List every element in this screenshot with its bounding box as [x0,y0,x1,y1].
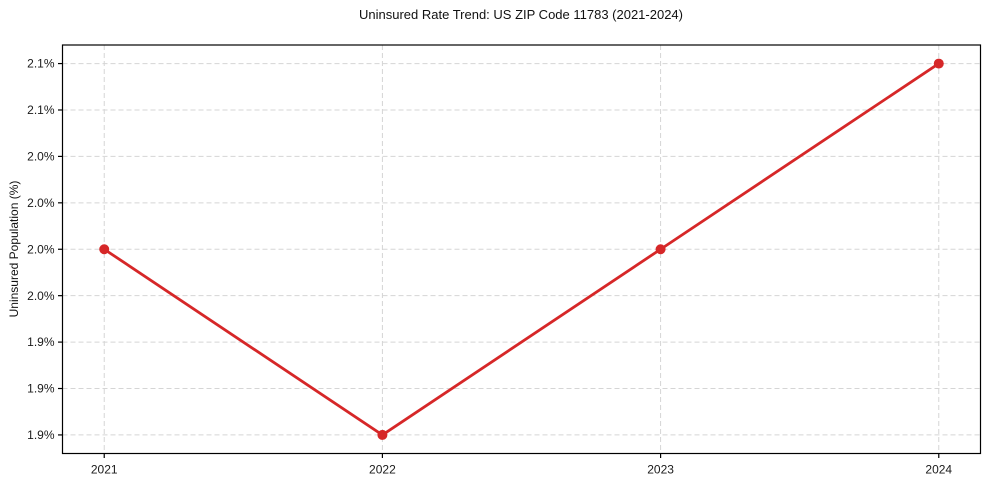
y-tick-label: 2.0% [27,149,55,163]
x-tick-label: 2024 [925,463,952,477]
y-tick-label: 2.1% [27,103,55,117]
trend-line [102,62,941,437]
y-tick-label: 1.9% [27,382,55,396]
data-point-2021 [99,244,110,255]
y-tick-label: 1.9% [27,335,55,349]
y-tick-label: 1.9% [27,428,55,442]
x-tick-label: 2022 [369,463,396,477]
chart-title: Uninsured Rate Trend: US ZIP Code 11783 … [359,7,683,22]
data-point-2022 [377,429,388,440]
y-tick-label: 2.0% [27,242,55,256]
x-tick-label: 2021 [91,463,118,477]
y-tick-label: 2.0% [27,196,55,210]
y-tick-label: 2.0% [27,289,55,303]
data-point-2023 [655,244,666,255]
data-point-2024 [933,58,944,69]
y-tick-label: 2.1% [27,57,55,71]
x-tick-label: 2023 [647,463,674,477]
